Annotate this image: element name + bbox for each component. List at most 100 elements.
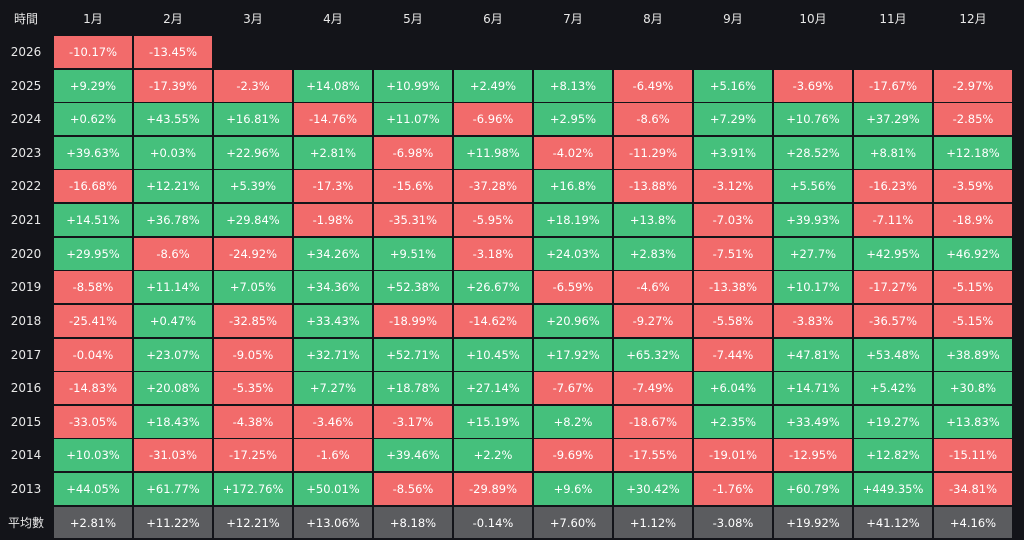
return-cell: +47.81% xyxy=(774,338,852,371)
return-cell: -5.58% xyxy=(694,304,772,337)
return-cell: +10.76% xyxy=(774,103,852,136)
return-cell: +5.39% xyxy=(214,170,292,203)
return-cell: -8.6% xyxy=(614,103,692,136)
month-header: 10月 xyxy=(799,11,827,26)
average-cell: +12.21% xyxy=(214,507,292,538)
return-cell: +3.91% xyxy=(694,136,772,169)
return-cell: -17.25% xyxy=(214,439,292,472)
return-cell: +0.47% xyxy=(134,304,212,337)
return-cell: +18.19% xyxy=(534,204,612,237)
return-cell: -15.6% xyxy=(374,170,452,203)
return-cell: +17.92% xyxy=(534,338,612,371)
return-cell: +27.7% xyxy=(774,237,852,270)
return-cell: +172.76% xyxy=(214,473,292,506)
return-cell: -3.46% xyxy=(294,405,372,438)
return-cell: +37.29% xyxy=(854,103,932,136)
return-cell: -5.95% xyxy=(454,204,532,237)
month-header: 12月 xyxy=(959,11,987,26)
return-cell: -17.55% xyxy=(614,439,692,472)
return-cell: -24.92% xyxy=(214,237,292,270)
year-label: 2013 xyxy=(10,482,42,497)
return-cell: -2.97% xyxy=(934,69,1012,102)
return-cell: +14.51% xyxy=(54,204,132,237)
return-cell: -3.83% xyxy=(774,304,852,337)
return-cell: -18.9% xyxy=(934,204,1012,237)
return-cell: -9.69% xyxy=(534,439,612,472)
return-cell: +10.45% xyxy=(454,338,532,371)
return-cell: +5.56% xyxy=(774,170,852,203)
return-cell: -15.11% xyxy=(934,439,1012,472)
return-cell: +24.03% xyxy=(534,237,612,270)
return-cell: -14.83% xyxy=(54,372,132,405)
month-header: 4月 xyxy=(323,11,343,26)
return-cell: -8.6% xyxy=(134,237,212,270)
return-cell: -6.96% xyxy=(454,103,532,136)
return-cell: +29.84% xyxy=(214,204,292,237)
return-cell: +9.51% xyxy=(374,237,452,270)
return-cell: +7.29% xyxy=(694,103,772,136)
return-cell: -7.03% xyxy=(694,204,772,237)
return-cell: +11.98% xyxy=(454,136,532,169)
year-label: 2018 xyxy=(10,313,42,328)
return-cell: -13.38% xyxy=(694,271,772,304)
return-cell: -25.41% xyxy=(54,304,132,337)
return-cell: -3.12% xyxy=(694,170,772,203)
return-cell: +60.79% xyxy=(774,473,852,506)
return-cell: +33.43% xyxy=(294,304,372,337)
return-cell: +11.07% xyxy=(374,103,452,136)
average-label: 平均數 xyxy=(7,516,44,530)
return-cell: +39.93% xyxy=(774,204,852,237)
year-label: 2020 xyxy=(10,246,42,261)
return-cell: +8.2% xyxy=(534,405,612,438)
month-header: 11月 xyxy=(879,11,907,26)
return-cell: -17.39% xyxy=(134,69,212,102)
return-cell: -17.27% xyxy=(854,271,932,304)
average-cell: +7.60% xyxy=(534,507,612,538)
return-cell: -34.81% xyxy=(934,473,1012,506)
return-cell: +18.78% xyxy=(374,372,452,405)
return-cell: -7.67% xyxy=(534,372,612,405)
return-cell: -1.98% xyxy=(294,204,372,237)
return-cell: +2.2% xyxy=(454,439,532,472)
return-cell: -5.15% xyxy=(934,271,1012,304)
return-cell: -6.49% xyxy=(614,69,692,102)
return-cell: -11.29% xyxy=(614,136,692,169)
return-cell: -31.03% xyxy=(134,439,212,472)
month-header: 2月 xyxy=(163,11,183,26)
return-cell: +34.26% xyxy=(294,237,372,270)
return-cell: +29.95% xyxy=(54,237,132,270)
year-label: 2023 xyxy=(10,145,42,160)
average-cell: +13.06% xyxy=(294,507,372,538)
month-header: 5月 xyxy=(403,11,423,26)
average-cell: -3.08% xyxy=(694,507,772,538)
return-cell: +2.83% xyxy=(614,237,692,270)
return-cell: +7.27% xyxy=(294,372,372,405)
return-cell: -5.35% xyxy=(214,372,292,405)
return-cell: -12.95% xyxy=(774,439,852,472)
return-cell: +39.63% xyxy=(54,136,132,169)
return-cell: -4.38% xyxy=(214,405,292,438)
return-cell: +2.81% xyxy=(294,136,372,169)
return-cell: -33.05% xyxy=(54,405,132,438)
return-cell: +6.04% xyxy=(694,372,772,405)
return-cell: +10.99% xyxy=(374,69,452,102)
return-cell: +50.01% xyxy=(294,473,372,506)
return-cell: -16.68% xyxy=(54,170,132,203)
average-cell: +8.18% xyxy=(374,507,452,538)
return-cell: +2.49% xyxy=(454,69,532,102)
return-cell: -2.85% xyxy=(934,103,1012,136)
return-cell: -16.23% xyxy=(854,170,932,203)
return-cell: -17.3% xyxy=(294,170,372,203)
year-label: 2019 xyxy=(10,280,42,295)
return-cell: -36.57% xyxy=(854,304,932,337)
return-cell: +13.8% xyxy=(614,204,692,237)
return-cell: +36.78% xyxy=(134,204,212,237)
average-cell: +1.12% xyxy=(614,507,692,538)
return-cell: -13.45% xyxy=(134,36,212,68)
return-cell: -1.6% xyxy=(294,439,372,472)
return-cell: -35.31% xyxy=(374,204,452,237)
average-cell: +11.22% xyxy=(134,507,212,538)
year-label: 2017 xyxy=(10,347,42,362)
return-cell: -8.56% xyxy=(374,473,452,506)
